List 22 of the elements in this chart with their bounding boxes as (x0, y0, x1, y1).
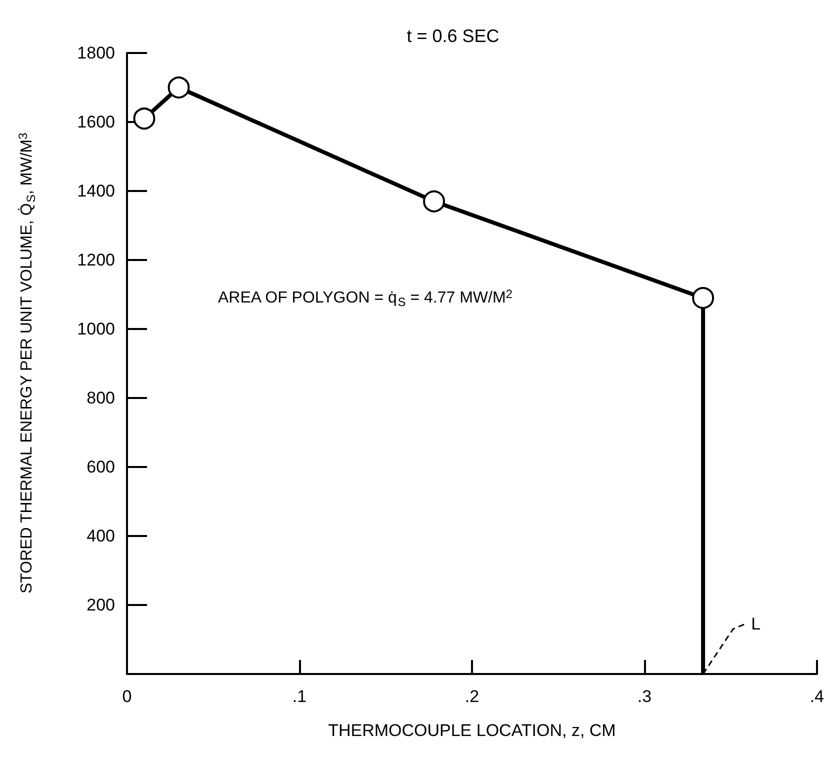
point (168, 76, 190, 98)
y-tick-label: 1200 (77, 250, 115, 270)
y-tick-label: 1400 (77, 182, 115, 200)
x-tick-label: 0 (122, 687, 132, 706)
y-tick-label: 1000 (77, 320, 115, 338)
chart-title: t = 0.6 SEC (406, 26, 500, 46)
x-tick-label: .2 (464, 687, 480, 706)
point (692, 286, 714, 309)
y-tick-label: 600 (86, 458, 115, 476)
x-tick-label: .3 (637, 687, 652, 706)
point (133, 108, 156, 130)
y-tick-label: 200 (86, 596, 115, 614)
x-axis-title: THERMOCOUPLE LOCATION, z, CM (328, 721, 616, 740)
annotation: L (751, 614, 761, 634)
y-tick-label: 1600 (77, 112, 115, 132)
y-tick-label: 1800 (77, 44, 115, 62)
point (423, 190, 446, 212)
y-tick-label: 400 (86, 526, 115, 546)
x-tick-label: .4 (810, 687, 824, 706)
y-tick-label: 800 (86, 388, 115, 408)
y-axis-title: STORED THERMAL ENERGY PER UNIT VOLUME, Q̇S, MW/M3 (16, 132, 38, 594)
x-tick-label: .1 (292, 687, 307, 706)
